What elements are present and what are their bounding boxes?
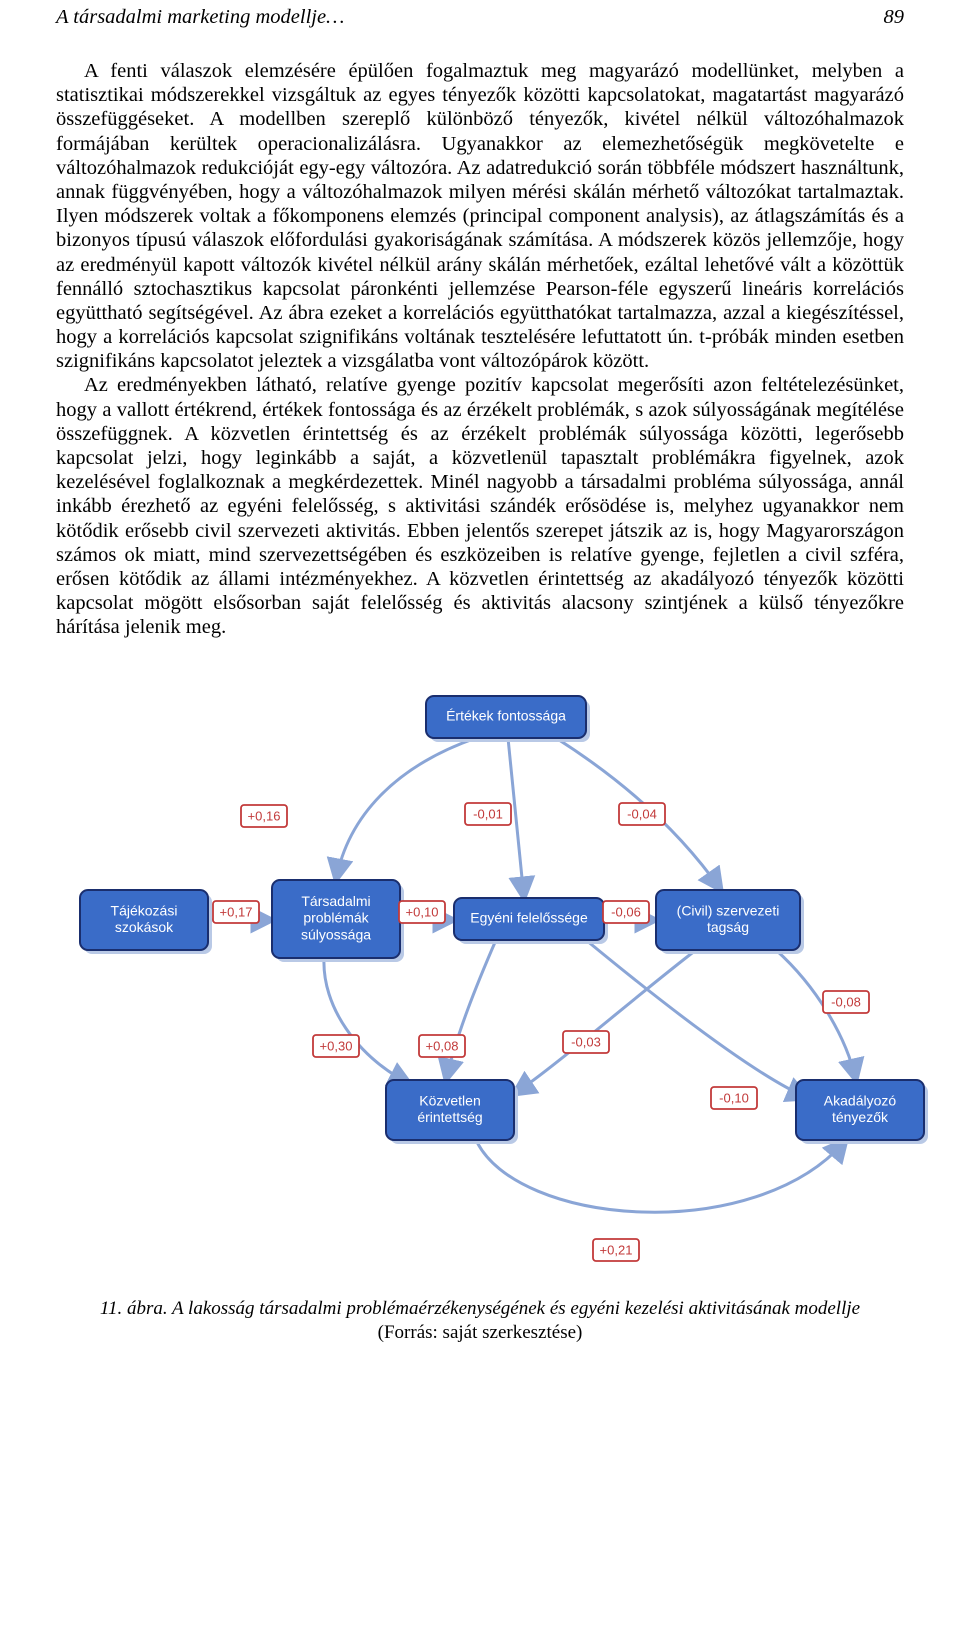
node-label: érintettség — [417, 1109, 482, 1125]
edge-label: -0,06 — [611, 904, 641, 919]
edge-label: -0,10 — [719, 1090, 749, 1105]
edge-label: +0,10 — [406, 904, 439, 919]
page-number: 89 — [884, 6, 905, 29]
paragraph: Az eredményekben látható, relatíve gyeng… — [56, 373, 904, 639]
node-label: problémák — [303, 909, 369, 925]
node-tajekozas: Tájékozásiszokások — [80, 890, 212, 954]
body-text: A fenti válaszok elemzésére épülően foga… — [56, 59, 904, 640]
node-label: súlyossága — [301, 926, 371, 942]
edge-ertekek-sulyossag — [336, 738, 476, 880]
figure-diagram: Értékek fontossága Tájékozásiszokások Társ… — [56, 666, 904, 1286]
node-label: Tájékozási — [111, 902, 178, 918]
paragraph: A fenti válaszok elemzésére épülően foga… — [56, 59, 904, 373]
edge-label: -0,03 — [571, 1034, 601, 1049]
nodes-layer: Értékek fontossága Tájékozásiszokások Társ… — [80, 696, 928, 1144]
edge-label: +0,17 — [220, 904, 253, 919]
node-ertekek: Értékek fontossága — [426, 696, 590, 742]
node-felelosseg: Egyéni felelőssége — [454, 898, 608, 944]
node-label: Egyéni felelőssége — [470, 909, 588, 925]
node-label: szokások — [115, 919, 174, 935]
edge-label: +0,16 — [248, 808, 281, 823]
edge-label: -0,01 — [473, 806, 503, 821]
edge-kozvetlen-akadaly — [476, 1140, 846, 1212]
edge-label: -0,08 — [831, 994, 861, 1009]
edge-civil-kozvetlen — [514, 950, 696, 1094]
node-sulyossag: Társadalmiproblémáksúlyossága — [272, 880, 404, 962]
edge-felelosseg-akadaly — [586, 940, 808, 1098]
node-label: Társadalmi — [301, 892, 370, 908]
node-civil: (Civil) szervezetitagság — [656, 890, 804, 954]
running-head: A társadalmi marketing modellje… — [56, 6, 344, 29]
edges-layer — [208, 738, 856, 1212]
edge-civil-akadaly — [776, 950, 856, 1080]
edge-felelosseg-kozvetlen — [446, 940, 496, 1080]
figure-caption: 11. ábra. A lakosság társadalmi probléma… — [56, 1298, 904, 1320]
node-label: Közvetlen — [419, 1092, 480, 1108]
node-akadaly: Akadályozótényezők — [796, 1080, 928, 1144]
node-label: Akadályozó — [824, 1092, 897, 1108]
edge-label: +0,30 — [320, 1038, 353, 1053]
node-label: (Civil) szervezeti — [677, 902, 780, 918]
node-label: tényezők — [832, 1109, 889, 1125]
figure-source: (Forrás: saját szerkesztése) — [56, 1322, 904, 1344]
node-label: tagság — [707, 919, 749, 935]
edge-sulyossag-kozvetlen — [324, 958, 410, 1084]
node-kozvetlen: Közvetlenérintettség — [386, 1080, 518, 1144]
edge-label: +0,08 — [426, 1038, 459, 1053]
node-label: Értékek fontossága — [446, 707, 566, 723]
edge-label: -0,04 — [627, 806, 657, 821]
edge-label: +0,21 — [600, 1242, 633, 1257]
